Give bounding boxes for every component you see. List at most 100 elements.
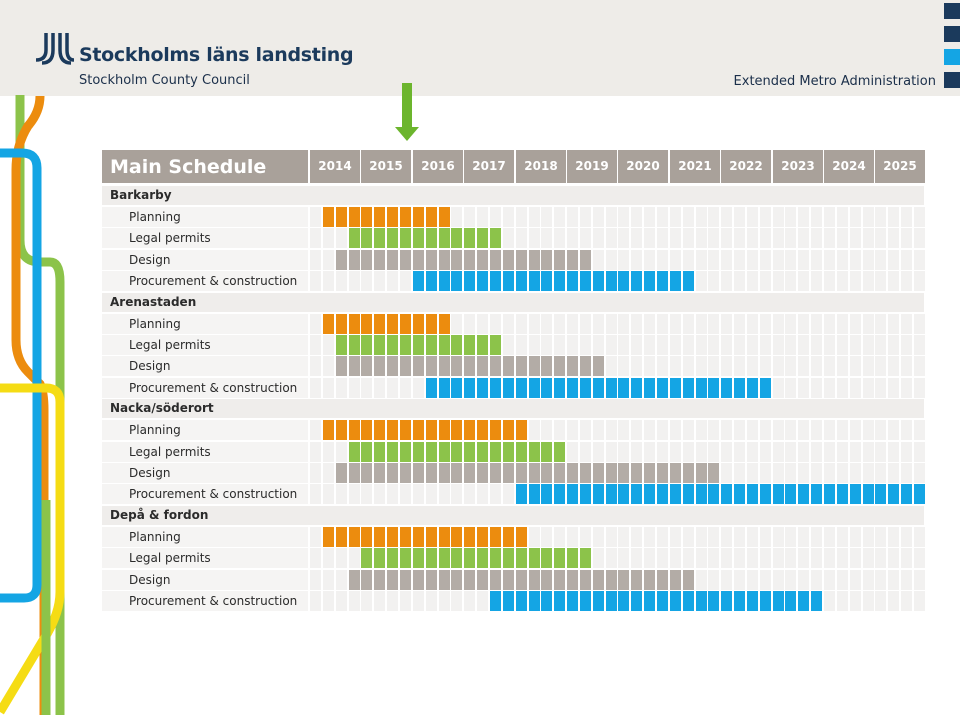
gantt-bar-cell-design	[631, 463, 643, 483]
gantt-empty-cell	[541, 207, 553, 227]
gantt-empty-cell	[656, 356, 668, 377]
gantt-bar-cell-construction	[708, 484, 720, 505]
gantt-bar-cell-legal	[451, 335, 463, 355]
gantt-bar-cell-legal	[489, 441, 501, 462]
gantt-empty-cell	[644, 313, 656, 334]
gantt-empty-cell	[824, 441, 835, 462]
gantt-empty-cell	[901, 356, 913, 377]
year-header-2015: 2015	[361, 150, 411, 183]
gantt-empty-cell	[489, 207, 501, 227]
gantt-bar-cell-construction	[631, 484, 643, 505]
gantt-empty-cell	[798, 335, 810, 355]
gantt-empty-cell	[759, 569, 771, 590]
gantt-empty-cell	[322, 377, 334, 398]
gantt-empty-cell	[644, 228, 656, 249]
gantt-empty-cell	[759, 271, 771, 292]
gantt-empty-cell	[322, 484, 334, 505]
gantt-bar-cell-construction	[836, 484, 848, 505]
gantt-empty-cell	[592, 526, 604, 547]
gantt-bar-cell-construction	[798, 484, 810, 505]
gantt-bar-cell-construction	[695, 591, 707, 611]
gantt-empty-cell	[695, 420, 707, 441]
gantt-empty-cell	[875, 591, 887, 611]
gantt-empty-cell	[836, 420, 848, 441]
gantt-empty-cell	[592, 249, 604, 270]
gantt-bar-cell-design	[579, 356, 591, 377]
gantt-empty-cell	[875, 420, 887, 441]
gantt-bar-cell-legal	[348, 441, 360, 462]
gantt-empty-cell	[759, 441, 771, 462]
gantt-empty-cell	[824, 228, 835, 249]
gantt-empty-cell	[310, 548, 321, 569]
gantt-empty-cell	[348, 548, 360, 569]
gantt-empty-cell	[759, 463, 771, 483]
gantt-bar-cell-design	[579, 249, 591, 270]
gantt-empty-cell	[335, 548, 347, 569]
gantt-empty-cell	[695, 271, 707, 292]
task-label: Design	[129, 359, 171, 374]
gantt-empty-cell	[335, 569, 347, 590]
gantt-empty-cell	[669, 441, 681, 462]
gantt-empty-cell	[567, 335, 578, 355]
gantt-empty-cell	[901, 377, 913, 398]
gantt-bar-cell-construction	[425, 377, 437, 398]
gantt-bar-cell-design	[618, 463, 630, 483]
gantt-empty-cell	[708, 249, 720, 270]
gantt-empty-cell	[528, 526, 540, 547]
gantt-empty-cell	[618, 335, 630, 355]
gantt-bar-cell-design	[528, 249, 540, 270]
gantt-empty-cell	[695, 207, 707, 227]
gantt-empty-cell	[901, 548, 913, 569]
gantt-bar-cell-legal	[399, 548, 411, 569]
gantt-empty-cell	[374, 377, 386, 398]
gantt-empty-cell	[554, 420, 566, 441]
gantt-bar-cell-design	[335, 249, 347, 270]
gantt-empty-cell	[772, 377, 784, 398]
gantt-bar-cell-planning	[387, 207, 399, 227]
gantt-bar-cell-legal	[438, 335, 450, 355]
gantt-empty-cell	[515, 228, 527, 249]
gantt-bar-cell-planning	[502, 420, 514, 441]
gantt-empty-cell	[836, 377, 848, 398]
gantt-bar-cell-legal	[412, 335, 424, 355]
gantt-empty-cell	[772, 249, 784, 270]
gantt-empty-cell	[824, 569, 835, 590]
gantt-empty-cell	[605, 313, 617, 334]
gantt-bar-cell-design	[425, 356, 437, 377]
gantt-empty-cell	[348, 271, 360, 292]
gantt-empty-cell	[721, 548, 733, 569]
gantt-bar-cell-construction	[682, 271, 694, 292]
gantt-bar-cell-planning	[387, 313, 399, 334]
gantt-bar-cell-construction	[862, 484, 874, 505]
gantt-empty-cell	[502, 313, 514, 334]
gantt-bar-cell-planning	[348, 526, 360, 547]
gantt-empty-cell	[310, 441, 321, 462]
gantt-bar-cell-construction	[554, 484, 566, 505]
gantt-bar-cell-design	[605, 569, 617, 590]
gantt-bar-cell-legal	[348, 335, 360, 355]
gantt-empty-cell	[746, 569, 758, 590]
gantt-empty-cell	[759, 526, 771, 547]
gantt-bar-cell-construction	[631, 271, 643, 292]
gantt-empty-cell	[862, 356, 874, 377]
chart-title: Main Schedule	[110, 156, 267, 178]
gantt-empty-cell	[901, 591, 913, 611]
gantt-bar-cell-construction	[567, 271, 578, 292]
gantt-bar-cell-legal	[541, 548, 553, 569]
gantt-empty-cell	[631, 249, 643, 270]
gantt-bar-cell-design	[451, 356, 463, 377]
year-header-2021: 2021	[670, 150, 720, 183]
gantt-bar-cell-planning	[464, 420, 476, 441]
gantt-empty-cell	[734, 356, 746, 377]
gantt-bar-cell-construction	[682, 484, 694, 505]
gantt-bar-cell-legal	[335, 335, 347, 355]
gantt-bar-cell-legal	[412, 441, 424, 462]
gantt-bar-cell-construction	[554, 377, 566, 398]
task-label-cell	[102, 313, 308, 334]
gantt-empty-cell	[772, 356, 784, 377]
gantt-empty-cell	[656, 420, 668, 441]
gantt-bar-cell-legal	[464, 228, 476, 249]
gantt-bar-cell-design	[579, 569, 591, 590]
gantt-empty-cell	[785, 463, 797, 483]
gantt-empty-cell	[567, 207, 578, 227]
